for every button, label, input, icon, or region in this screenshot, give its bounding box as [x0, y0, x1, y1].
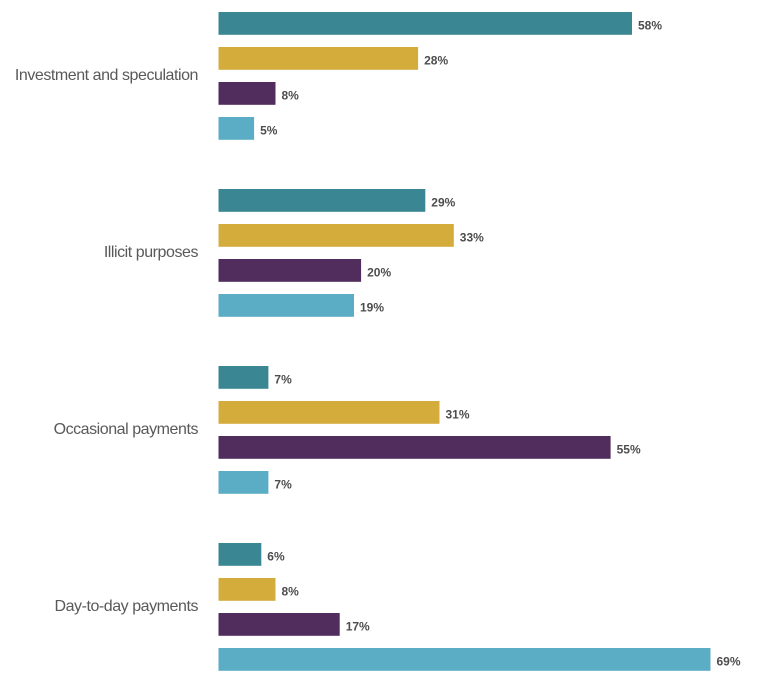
svg-text:17%: 17% — [346, 619, 370, 633]
svg-text:5%: 5% — [260, 123, 278, 137]
svg-text:Day-to-day payments: Day-to-day payments — [54, 598, 198, 615]
svg-text:31%: 31% — [446, 407, 470, 421]
svg-text:8%: 8% — [282, 584, 300, 598]
svg-text:28%: 28% — [424, 53, 448, 67]
svg-text:Investment and speculation: Investment and speculation — [15, 67, 198, 84]
svg-text:20%: 20% — [367, 265, 391, 279]
svg-text:55%: 55% — [617, 442, 641, 456]
svg-text:58%: 58% — [638, 18, 662, 32]
svg-text:69%: 69% — [717, 654, 741, 668]
svg-text:19%: 19% — [360, 300, 384, 314]
svg-text:7%: 7% — [274, 477, 292, 491]
svg-text:Illicit purposes: Illicit purposes — [104, 244, 199, 261]
svg-text:Occasional payments: Occasional payments — [54, 421, 199, 438]
svg-text:33%: 33% — [460, 230, 484, 244]
svg-text:7%: 7% — [274, 372, 292, 386]
svg-text:6%: 6% — [267, 549, 285, 563]
svg-text:8%: 8% — [282, 88, 300, 102]
svg-text:29%: 29% — [431, 195, 455, 209]
